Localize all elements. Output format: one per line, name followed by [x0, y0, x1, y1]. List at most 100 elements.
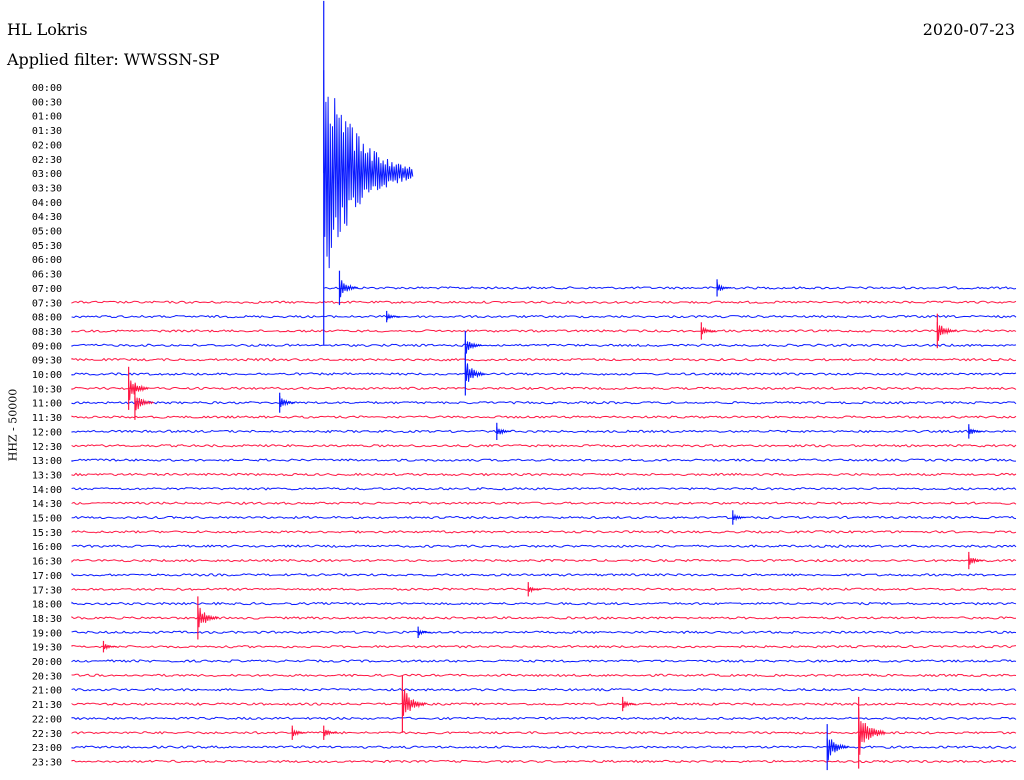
event-coda	[496, 426, 512, 435]
trace-line	[71, 601, 1017, 606]
time-tick-label: 12:00	[32, 427, 62, 438]
event-coda	[968, 426, 983, 435]
time-tick-label: 05:30	[32, 241, 62, 252]
time-tick-label: 17:30	[32, 585, 62, 596]
trace-line	[71, 386, 1017, 391]
trace-line	[71, 558, 1017, 563]
seismic-event	[968, 551, 984, 570]
time-tick-label: 04:00	[32, 198, 62, 209]
trace-line	[71, 702, 1017, 706]
seismic-event	[936, 313, 957, 349]
trace-line	[71, 745, 1017, 749]
seismic-event	[197, 596, 219, 640]
event-coda	[968, 555, 984, 565]
event-coda	[291, 728, 306, 737]
time-tick-label: 13:30	[32, 470, 62, 481]
seismic-event	[279, 392, 296, 413]
trace-line	[71, 644, 1017, 649]
trace-line	[323, 286, 1017, 290]
time-tick-label: 18:30	[32, 614, 62, 625]
event-coda	[716, 282, 732, 291]
time-tick-label: 22:00	[32, 714, 62, 725]
time-tick-label: 19:30	[32, 643, 62, 654]
trace-line	[71, 544, 1017, 548]
time-tick-label: 16:00	[32, 542, 62, 553]
event-coda	[464, 339, 483, 354]
event-coda	[197, 605, 219, 628]
seismic-event	[291, 725, 306, 740]
time-tick-label: 06:30	[32, 270, 62, 281]
time-tick-label: 11:30	[32, 413, 62, 424]
record-date: 2020-07-23	[922, 20, 1015, 39]
time-tick-label: 10:30	[32, 384, 62, 395]
time-tick-label: 21:30	[32, 700, 62, 711]
trace-line	[71, 616, 1017, 620]
trace-line	[71, 343, 1017, 348]
event-coda	[417, 629, 432, 636]
time-tick-label: 20:30	[32, 671, 62, 682]
seismic-event	[134, 385, 154, 420]
time-tick-label: 03:30	[32, 183, 62, 194]
time-tick-label: 16:30	[32, 557, 62, 568]
trace-line	[71, 300, 1017, 305]
trace-line	[71, 329, 1017, 333]
time-tick-label: 23:30	[32, 757, 62, 768]
time-tick-label: 02:00	[32, 140, 62, 151]
time-tick-label: 18:00	[32, 600, 62, 611]
time-tick-label: 06:00	[32, 255, 62, 266]
trace-line	[71, 400, 1017, 405]
event-coda	[464, 359, 486, 382]
trace-line	[71, 357, 1017, 362]
event-coda	[323, 70, 414, 269]
trace-line	[71, 314, 1017, 319]
seismic-event	[826, 724, 849, 771]
station-name: HL Lokris	[7, 20, 88, 39]
seismic-event	[323, 0, 414, 346]
event-coda	[858, 708, 886, 755]
seismic-event	[401, 675, 426, 733]
time-tick-label: 20:00	[32, 657, 62, 668]
time-tick-label: 15:00	[32, 514, 62, 525]
event-coda	[103, 643, 117, 651]
time-tick-label: 05:00	[32, 227, 62, 238]
event-coda	[936, 322, 957, 341]
seismic-event	[858, 696, 886, 769]
time-tick-label: 17:00	[32, 571, 62, 582]
time-tick-label: 11:00	[32, 399, 62, 410]
seismic-event	[496, 422, 512, 440]
time-tick-label: 01:30	[32, 126, 62, 137]
time-tick-label: 03:00	[32, 169, 62, 180]
trace-line	[71, 572, 1017, 577]
event-coda	[826, 738, 849, 761]
time-tick-label: 07:00	[32, 284, 62, 295]
seismic-event	[386, 310, 401, 323]
time-tick-label: 08:00	[32, 313, 62, 324]
event-coda	[279, 396, 296, 408]
trace-line	[71, 415, 1017, 419]
trace-line	[71, 687, 1017, 692]
trace-line	[71, 501, 1017, 505]
time-tick-label: 07:30	[32, 298, 62, 309]
seismic-event	[464, 330, 483, 360]
time-tick-label: 00:30	[32, 97, 62, 108]
seismic-event	[622, 696, 637, 712]
time-tick-label: 22:30	[32, 729, 62, 740]
event-coda	[323, 729, 338, 737]
trace-line	[71, 587, 1017, 591]
trace-line	[71, 759, 1017, 764]
seismic-event	[700, 322, 716, 340]
trace-line	[71, 458, 1016, 462]
trace-line	[71, 429, 1017, 434]
event-coda	[134, 395, 154, 411]
time-tick-label: 08:30	[32, 327, 62, 338]
time-tick-label: 23:00	[32, 743, 62, 754]
seismic-event	[464, 352, 486, 396]
seismic-event	[338, 270, 359, 306]
time-tick-label: 15:30	[32, 528, 62, 539]
event-coda	[527, 586, 542, 594]
event-coda	[401, 687, 426, 716]
trace-line	[71, 630, 1017, 635]
time-tick-label: 00:00	[32, 83, 62, 94]
time-tick-label: 04:30	[32, 212, 62, 223]
trace-line	[71, 530, 1017, 534]
